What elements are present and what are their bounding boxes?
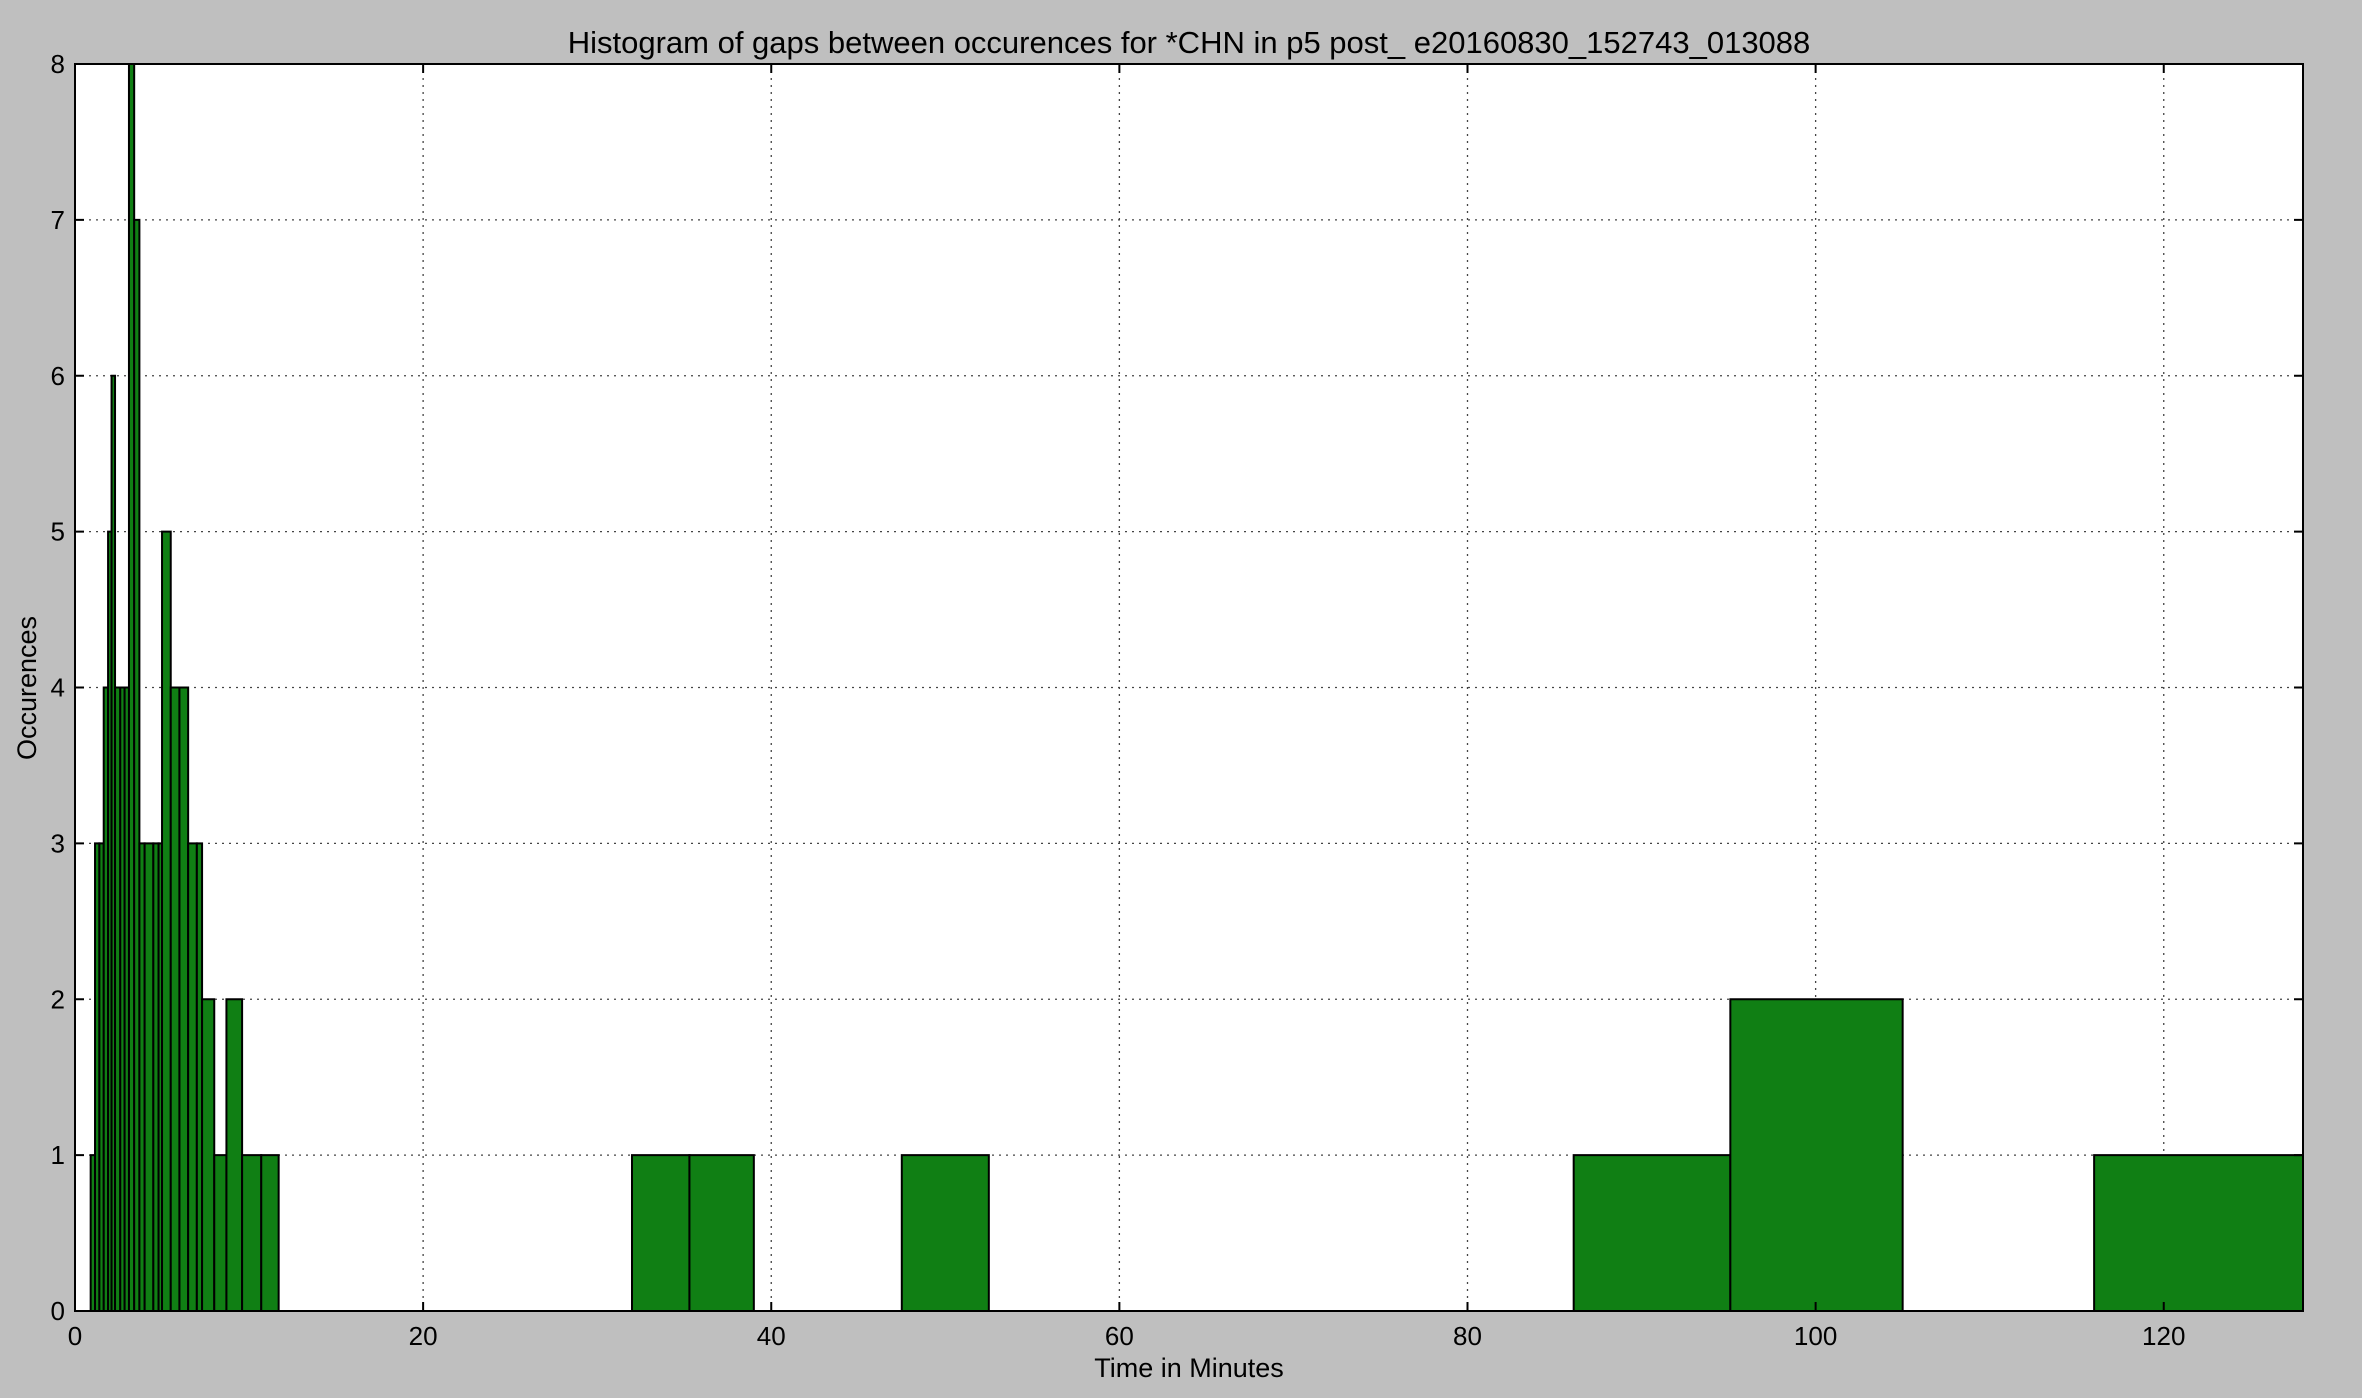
x-tick-label: 120 [2142,1321,2185,1351]
histogram-bar [187,842,198,1312]
axis-ticks [74,63,2303,1312]
x-tick-label: 60 [1105,1321,1134,1351]
histogram-bar [1572,1154,1732,1312]
x-tick-label: 80 [1453,1321,1482,1351]
y-tick-label: 3 [51,828,65,858]
y-tick-label: 0 [51,1296,65,1326]
histogram-bar [201,998,216,1312]
x-tick-label: 0 [68,1321,82,1351]
y-axis-label: Occurences [12,616,42,760]
y-tick-label: 1 [51,1140,65,1170]
x-tick-label: 100 [1794,1321,1837,1351]
x-axis-label: Time in Minutes [1094,1353,1284,1383]
x-tick-label: 40 [757,1321,786,1351]
histogram-bar [225,998,244,1312]
y-tick-label: 7 [51,205,65,235]
histogram-bar [688,1154,755,1312]
y-tick-labels: 0 1 2 3 4 5 6 7 8 [51,49,65,1326]
histogram-bar [143,842,155,1312]
x-tick-label: 20 [409,1321,438,1351]
y-tick-label: 6 [51,361,65,391]
histogram-bar [213,1154,228,1312]
histogram-bar [900,1154,990,1312]
y-tick-label: 8 [51,49,65,79]
histogram-bar [1729,998,1904,1312]
histogram-bar [2093,1154,2304,1312]
x-tick-labels: 0 20 40 60 80 100 120 [68,1321,2186,1351]
chart-title: Histogram of gaps between occurences for… [568,25,1811,60]
histogram-bar [169,686,181,1312]
histogram-bar [161,530,172,1312]
histogram-bars [89,63,2304,1312]
histogram-bar [241,1154,263,1312]
histogram-bar [178,686,190,1312]
y-tick-label: 2 [51,984,65,1014]
histogram-bar [260,1154,280,1312]
y-tick-label: 4 [51,673,65,703]
histogram-bar [631,1154,691,1312]
y-tick-label: 5 [51,517,65,547]
